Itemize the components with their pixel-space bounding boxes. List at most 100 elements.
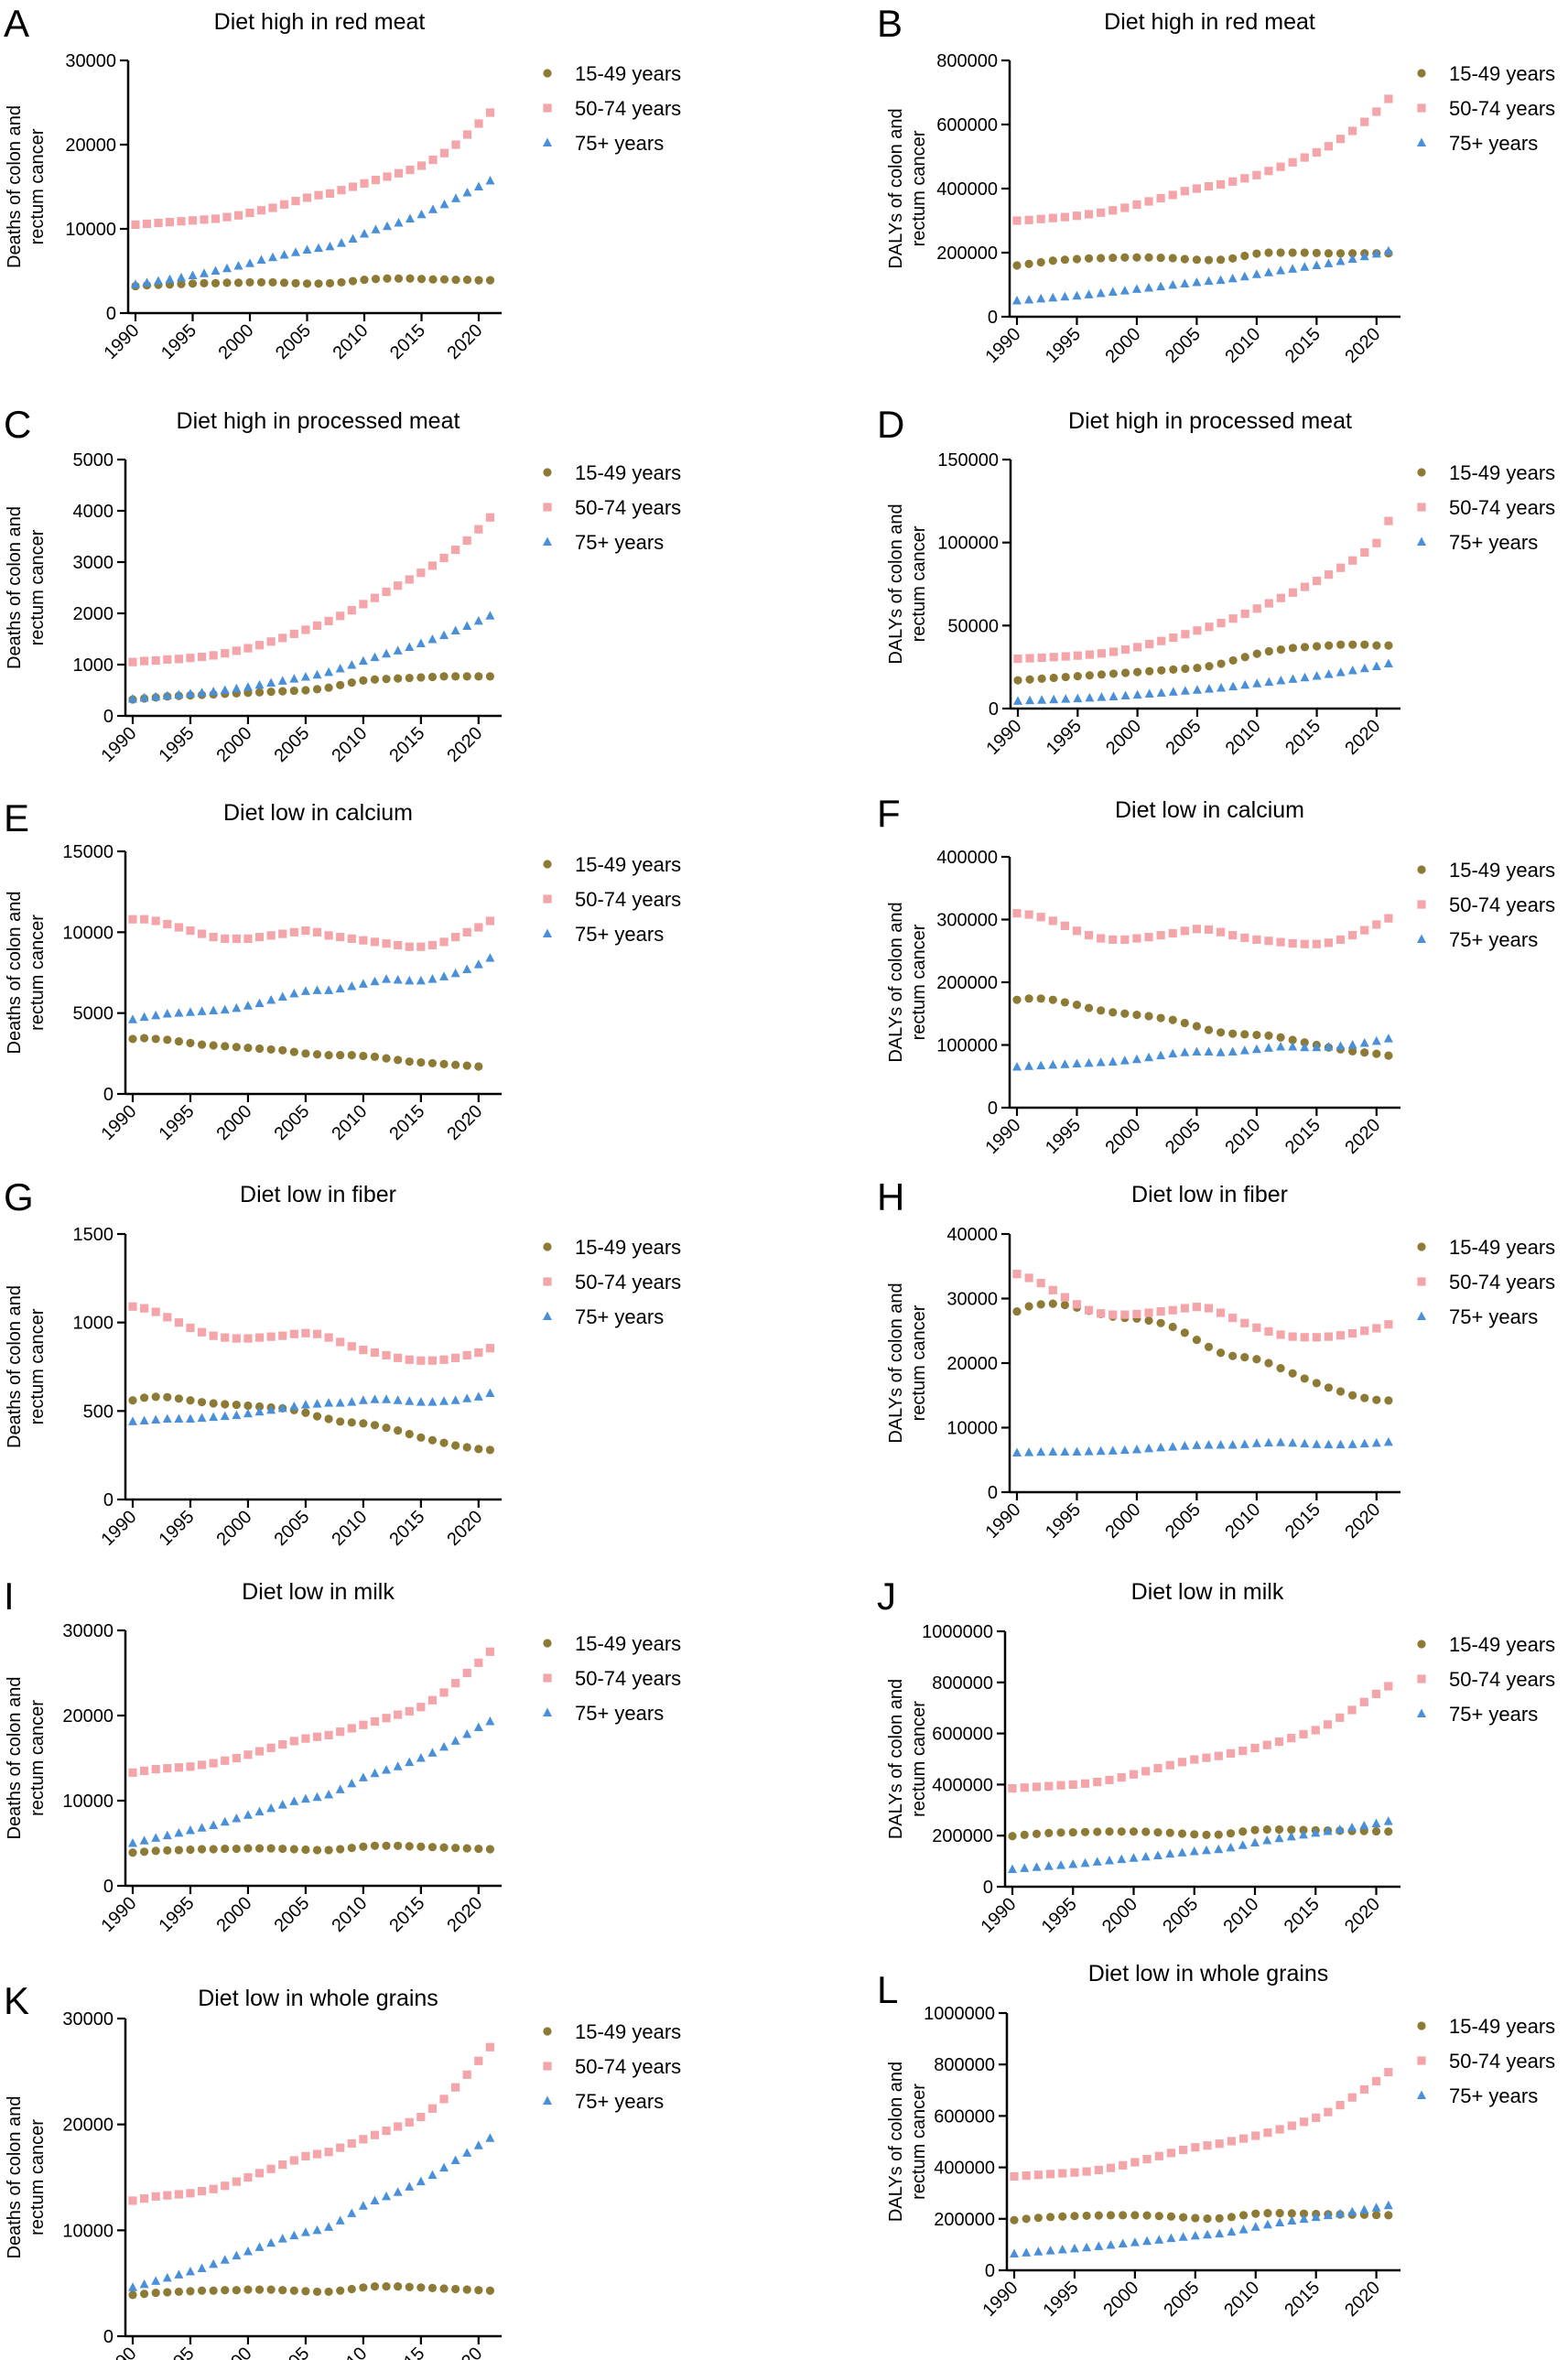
data-point bbox=[1264, 646, 1273, 656]
data-point bbox=[1347, 1823, 1357, 1832]
data-point bbox=[1169, 633, 1178, 643]
data-point bbox=[139, 1012, 149, 1022]
data-point bbox=[1033, 2171, 1043, 2180]
data-point bbox=[474, 2286, 483, 2295]
data-point bbox=[243, 1001, 253, 1010]
data-point bbox=[151, 2288, 160, 2298]
data-point bbox=[1117, 1827, 1126, 1836]
data-point bbox=[1022, 2171, 1031, 2181]
y-axis-label: DALYs of colon and bbox=[886, 1283, 906, 1443]
data-point bbox=[347, 1724, 356, 1733]
data-point bbox=[1084, 931, 1094, 940]
series-1 bbox=[128, 672, 495, 704]
legend-marker bbox=[1417, 1708, 1426, 1717]
data-point bbox=[324, 1051, 333, 1060]
data-point bbox=[370, 593, 380, 602]
data-point bbox=[188, 216, 198, 225]
data-point bbox=[1288, 264, 1298, 273]
series-2 bbox=[128, 2042, 495, 2205]
data-point bbox=[232, 1813, 242, 1823]
data-point bbox=[1036, 913, 1045, 922]
data-point bbox=[174, 1036, 183, 1046]
data-point bbox=[1336, 563, 1346, 572]
data-point bbox=[221, 649, 230, 658]
data-point bbox=[1177, 1829, 1187, 1838]
data-point bbox=[232, 1043, 241, 1052]
data-point bbox=[266, 677, 276, 687]
data-point bbox=[1048, 1059, 1058, 1069]
y-tick-label: 15000 bbox=[62, 842, 114, 862]
y-tick-label: 10000 bbox=[62, 923, 114, 943]
data-point bbox=[427, 974, 438, 983]
data-point bbox=[289, 1402, 299, 1411]
data-point bbox=[1347, 2093, 1357, 2102]
data-point bbox=[1144, 1308, 1153, 1317]
data-point bbox=[1299, 2214, 1309, 2224]
data-point bbox=[1012, 1447, 1022, 1456]
y-tick-label: 1000000 bbox=[922, 1622, 993, 1642]
data-point bbox=[427, 2283, 438, 2292]
data-point bbox=[347, 1051, 356, 1060]
legend-marker bbox=[543, 894, 552, 904]
chart-title: Diet high in processed meat bbox=[1068, 408, 1352, 434]
data-point bbox=[1108, 935, 1118, 945]
data-point bbox=[405, 975, 415, 985]
data-point bbox=[266, 1404, 276, 1414]
data-point bbox=[1300, 672, 1310, 682]
data-point bbox=[197, 1413, 207, 1423]
data-point bbox=[128, 915, 137, 924]
y-tick-label: 1000 bbox=[73, 655, 114, 676]
data-point bbox=[451, 2083, 460, 2092]
data-point bbox=[243, 2172, 253, 2182]
data-point bbox=[1371, 1818, 1381, 1828]
data-point bbox=[485, 611, 495, 620]
data-point bbox=[1276, 1042, 1286, 1051]
data-point bbox=[474, 181, 483, 190]
chart-panel-l: L Diet low in whole grains 0 200000 400000 60… bbox=[877, 1961, 1555, 2321]
chart-title: Diet high in processed meat bbox=[177, 408, 460, 434]
data-point bbox=[393, 1395, 403, 1404]
x-tick-label: 2000 bbox=[212, 723, 255, 766]
data-point bbox=[1068, 1827, 1077, 1837]
data-point bbox=[1312, 670, 1322, 680]
y-tick-label: 2000 bbox=[73, 604, 114, 624]
data-point bbox=[451, 545, 460, 555]
data-point bbox=[1216, 1440, 1226, 1449]
data-point bbox=[1012, 909, 1022, 918]
data-point bbox=[279, 200, 289, 209]
data-point bbox=[1180, 686, 1190, 695]
data-point bbox=[1262, 1824, 1271, 1835]
data-point bbox=[370, 1052, 380, 1061]
data-point bbox=[1069, 2243, 1079, 2253]
data-point bbox=[427, 1397, 438, 1406]
data-point bbox=[312, 685, 322, 694]
data-point bbox=[394, 581, 403, 590]
data-point bbox=[474, 1844, 483, 1854]
data-point bbox=[254, 1747, 265, 1756]
y-tick-label: 200000 bbox=[932, 1826, 993, 1846]
panel-letter: L bbox=[877, 1968, 898, 2011]
data-point bbox=[302, 279, 312, 288]
data-point bbox=[302, 193, 312, 202]
y-tick-label: 150000 bbox=[937, 450, 999, 471]
data-point bbox=[278, 633, 287, 643]
data-point bbox=[1130, 2237, 1140, 2246]
data-point bbox=[1024, 910, 1033, 919]
data-point bbox=[232, 1844, 241, 1854]
data-point bbox=[1166, 2212, 1176, 2221]
data-point bbox=[1168, 1048, 1178, 1058]
data-point bbox=[1203, 2214, 1212, 2224]
data-point bbox=[1073, 693, 1083, 703]
data-point bbox=[1227, 273, 1238, 283]
data-point bbox=[1165, 1760, 1174, 1770]
data-point bbox=[278, 2160, 287, 2170]
data-point bbox=[325, 189, 335, 198]
data-point bbox=[394, 674, 403, 683]
data-point bbox=[324, 1398, 334, 1407]
data-point bbox=[324, 1730, 333, 1739]
data-point bbox=[485, 672, 495, 681]
series-1 bbox=[128, 1841, 495, 1857]
x-tick-label: 2005 bbox=[270, 1893, 313, 1936]
data-point bbox=[1274, 1824, 1284, 1835]
data-point bbox=[266, 2285, 276, 2294]
